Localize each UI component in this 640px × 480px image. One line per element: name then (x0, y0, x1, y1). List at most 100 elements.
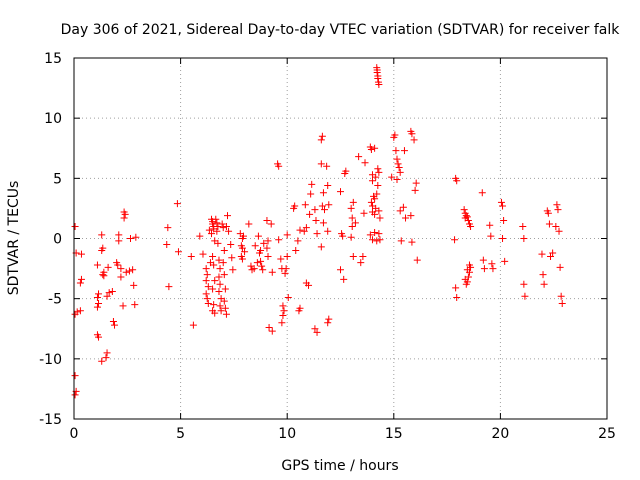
data-point (218, 220, 226, 228)
data-point (241, 248, 249, 256)
data-point (521, 292, 529, 300)
data-point (311, 206, 319, 214)
data-point (497, 198, 505, 206)
data-point (367, 198, 375, 206)
data-point (337, 266, 344, 274)
data-point (340, 275, 348, 283)
data-point (300, 227, 308, 235)
data-point (268, 327, 276, 335)
x-tick-label: 10 (278, 426, 296, 442)
data-point (501, 257, 509, 265)
data-point (302, 224, 310, 232)
data-point (348, 222, 356, 230)
data-point (347, 233, 355, 241)
data-point (213, 227, 221, 235)
data-point (268, 268, 276, 276)
data-point (467, 222, 475, 230)
data-point (109, 318, 117, 326)
data-point (122, 268, 130, 276)
data-point (263, 244, 271, 252)
data-point (275, 236, 283, 244)
data-point (552, 222, 560, 230)
data-point (211, 309, 219, 317)
data-point (258, 262, 266, 270)
data-point (77, 250, 85, 258)
data-point (204, 283, 212, 291)
data-point (520, 235, 528, 242)
data-point (263, 216, 271, 224)
data-point (187, 253, 195, 261)
y-tick-label: -5 (48, 292, 62, 308)
data-point (76, 279, 84, 287)
data-point (214, 239, 222, 247)
data-point (117, 273, 125, 281)
data-point (114, 261, 122, 269)
data-point (203, 271, 211, 279)
data-point (267, 220, 275, 228)
data-point (486, 221, 494, 229)
data-point (296, 304, 304, 312)
data-point (371, 144, 379, 152)
data-point (189, 321, 197, 329)
data-point (275, 162, 283, 170)
data-point (202, 290, 210, 298)
data-point (499, 235, 507, 242)
data-point (277, 255, 285, 263)
data-point (306, 210, 314, 218)
data-point (220, 247, 228, 255)
data-point (374, 165, 382, 173)
data-point (250, 265, 258, 273)
data-point (453, 177, 461, 185)
data-point (301, 201, 309, 209)
data-point (351, 219, 359, 227)
data-point (376, 236, 384, 244)
data-point (216, 280, 224, 288)
data-point (291, 202, 299, 210)
data-point (279, 302, 287, 310)
data-point (391, 131, 399, 139)
data-point (245, 220, 253, 228)
data-point (225, 227, 233, 235)
data-point (209, 285, 217, 293)
data-point (538, 250, 546, 258)
data-point (210, 261, 218, 269)
data-point (215, 273, 223, 281)
x-tick-label: 20 (491, 426, 509, 442)
data-point (95, 299, 103, 307)
data-point (211, 277, 219, 285)
data-point (95, 333, 103, 341)
data-point (393, 155, 401, 163)
data-point (119, 302, 127, 310)
data-point (461, 275, 469, 283)
data-point (216, 302, 224, 310)
data-point (368, 177, 376, 185)
data-point (131, 301, 139, 309)
data-point (411, 186, 419, 194)
grid-lines (74, 58, 607, 419)
data-point (117, 265, 125, 273)
data-point (283, 253, 291, 261)
data-point (453, 293, 461, 301)
chart-title: Day 306 of 2021, Sidereal Day-to-day VTE… (61, 22, 621, 38)
data-point (71, 372, 79, 380)
data-point (478, 189, 486, 197)
data-point (100, 272, 108, 280)
data-point (487, 232, 495, 240)
data-point (324, 182, 332, 190)
y-tick-label: 5 (53, 171, 62, 187)
data-point (402, 214, 410, 222)
data-point (104, 263, 112, 271)
data-point (203, 295, 211, 303)
data-point (452, 284, 460, 292)
data-point (93, 261, 101, 269)
data-point (224, 212, 232, 220)
data-point (357, 259, 365, 267)
data-point (202, 277, 210, 285)
data-point (547, 253, 555, 261)
data-point (283, 231, 291, 239)
data-point (400, 147, 408, 155)
data-point (173, 200, 181, 208)
data-point (98, 357, 106, 365)
data-point (324, 319, 332, 327)
